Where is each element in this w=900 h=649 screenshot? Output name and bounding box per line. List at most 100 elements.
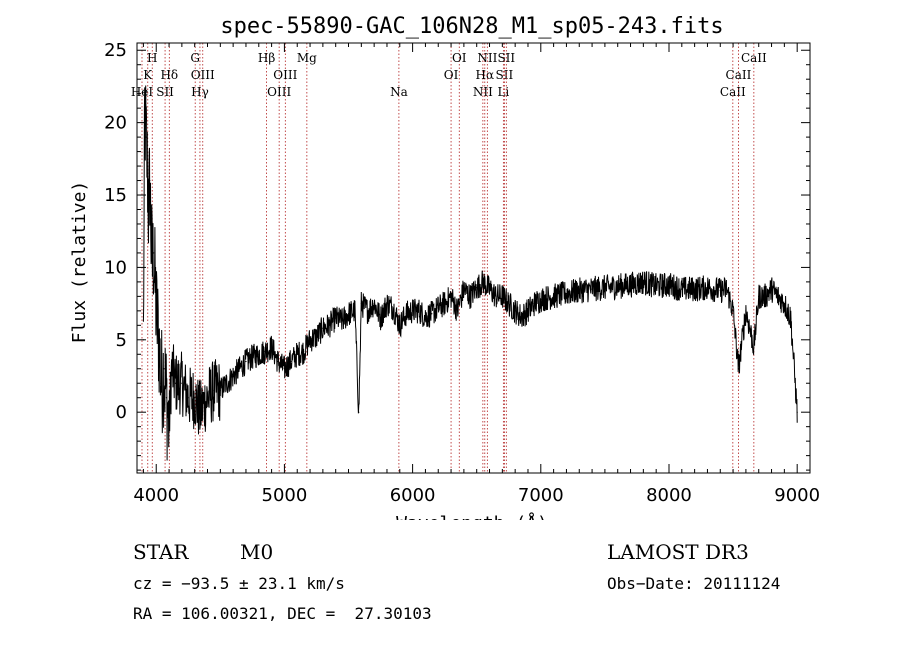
- spectrum-point-75: [540, 298, 542, 300]
- spectrum-point-32: [271, 346, 273, 348]
- spectrum-point-77: [565, 292, 568, 295]
- spectrum-point-38: [309, 339, 311, 341]
- spectrum-point-33: [277, 360, 279, 363]
- spectrum-point-37: [303, 350, 305, 352]
- spectrum-point-15: [168, 426, 170, 428]
- spectrum-point-83: [642, 281, 644, 283]
- spectrum-point-96: [764, 295, 766, 297]
- spectrum-point-20: [194, 397, 196, 399]
- spectrum-point-19: [187, 397, 189, 399]
- spectrum-point-36: [296, 353, 298, 355]
- spectrum-point-73: [527, 310, 529, 312]
- spectrum-point-6: [150, 237, 152, 240]
- spectrum-point-11: [158, 339, 160, 341]
- spectrum-point-43: [341, 320, 343, 322]
- spectrum-chart: spec-55890-GAC_106N28_M1_sp05-243.fits H…: [69, 14, 820, 520]
- spectrum-point-84: [655, 285, 657, 287]
- spectrum-series: [142, 85, 798, 461]
- spectral-line-label-2: H: [147, 51, 157, 65]
- spectrum-point-52: [392, 307, 394, 309]
- spectrum-point-45: [354, 310, 356, 312]
- object-class: STAR: [133, 540, 189, 564]
- spectrum-point-25: [226, 382, 228, 384]
- spectrum-point-79: [591, 288, 593, 290]
- spectral-line-label-16: Hα: [475, 68, 494, 82]
- spectrum-point-17: [174, 382, 177, 384]
- spectral-line-label-9: OIII: [267, 85, 291, 99]
- y-tick-label-1: 5: [116, 330, 127, 351]
- spectrum-point-28: [245, 360, 247, 363]
- spectral-line-label-19: SII: [496, 68, 514, 82]
- spectrum-point-2: [145, 136, 147, 138]
- spectrum-point-50: [379, 317, 382, 319]
- spectrum-point-49: [373, 303, 375, 305]
- spectrum-point-90: [726, 288, 728, 290]
- spectrum-point-82: [629, 284, 632, 286]
- spectral-line-label-8: Hβ: [258, 51, 275, 65]
- spectrum-point-42: [335, 317, 337, 319]
- spectrum-point-101: [796, 411, 798, 413]
- spectrum-point-55: [412, 310, 414, 312]
- spectrum-point-16: [171, 368, 173, 370]
- spectrum-point-21: [199, 411, 201, 413]
- spectrum-point-30: [258, 353, 260, 355]
- spectrum-point-93: [745, 310, 747, 312]
- spectrum-point-3: [146, 165, 148, 167]
- spectral-line-label-6: Hγ: [191, 85, 209, 99]
- spectrum-point-12: [160, 382, 162, 384]
- spectrum-point-89: [719, 289, 721, 292]
- spectrum-point-7: [151, 266, 153, 269]
- spectral-line-label-20: SII: [497, 51, 515, 65]
- spectral-line-label-13: OI: [444, 68, 459, 82]
- spectral-line-label-23: CaII: [741, 51, 767, 65]
- spectrum-point-74: [533, 303, 535, 305]
- spectral-line-label-12: Na: [390, 85, 408, 99]
- spectral-line-markers: HeIKHSIIHδGHγOIIIHβOIIIOIIIMgNaOIOINIIHα…: [131, 43, 767, 473]
- object-subclass: M0: [240, 540, 274, 564]
- spectrum-point-67: [488, 288, 491, 290]
- survey-name: LAMOST DR3: [607, 540, 749, 564]
- spectrum-point-97: [770, 288, 773, 290]
- spectrum-point-1: [144, 107, 146, 109]
- spectrum-point-99: [783, 303, 785, 305]
- y-axis-label: Flux (relative): [69, 181, 90, 344]
- spectral-line-label-21: CaII: [720, 85, 746, 99]
- spectrum-point-100: [790, 317, 792, 319]
- x-tick-label-0: 4000: [133, 485, 179, 506]
- spectrum-point-94: [753, 346, 755, 348]
- spectral-line-label-17: NII: [477, 51, 497, 65]
- axis-ticks: 4000 5000 6000 7000 8000 9000 0 5 10 15 20 25: [104, 40, 820, 506]
- spectrum-point-87: [694, 288, 696, 290]
- spectrum-point-51: [386, 303, 388, 305]
- spectrum-point-27: [238, 368, 241, 370]
- spectrum-point-98: [777, 295, 779, 297]
- spectrum-point-70: [508, 303, 510, 305]
- spectrum-point-24: [219, 389, 221, 392]
- spectrum-point-44: [347, 313, 350, 315]
- spectrum-point-56: [418, 310, 420, 312]
- y-tick-label-3: 15: [104, 185, 127, 206]
- spectrum-point-5: [149, 179, 151, 182]
- spectrum-point-65: [476, 287, 478, 289]
- spectrum-point-14: [165, 397, 168, 399]
- x-axis-label: Wavelength (Å): [396, 512, 548, 520]
- spectrum-point-59: [437, 307, 439, 309]
- y-tick-label-4: 20: [104, 113, 127, 134]
- spectrum-point-66: [482, 281, 484, 283]
- spectrum-point-40: [322, 327, 324, 329]
- spectrum-point-91: [732, 310, 734, 312]
- spectral-line-label-7: OIII: [191, 68, 215, 82]
- spectral-line-label-22: CaII: [726, 68, 752, 82]
- spectrum-point-26: [232, 375, 234, 377]
- spectrum-point-57: [424, 316, 427, 318]
- x-tick-label-4: 8000: [646, 485, 692, 506]
- spectral-line-label-0: HeI: [131, 85, 154, 99]
- spectrum-point-53: [399, 324, 401, 326]
- spectrum-point-68: [495, 295, 497, 297]
- spectrum-point-71: [514, 310, 516, 312]
- spectrum-point-41: [328, 324, 330, 326]
- spectral-line-label-15: NII: [473, 85, 493, 99]
- spectrum-line: [142, 85, 798, 461]
- spectrum-point-48: [367, 310, 369, 312]
- chart-title: spec-55890-GAC_106N28_M1_sp05-243.fits: [220, 14, 723, 39]
